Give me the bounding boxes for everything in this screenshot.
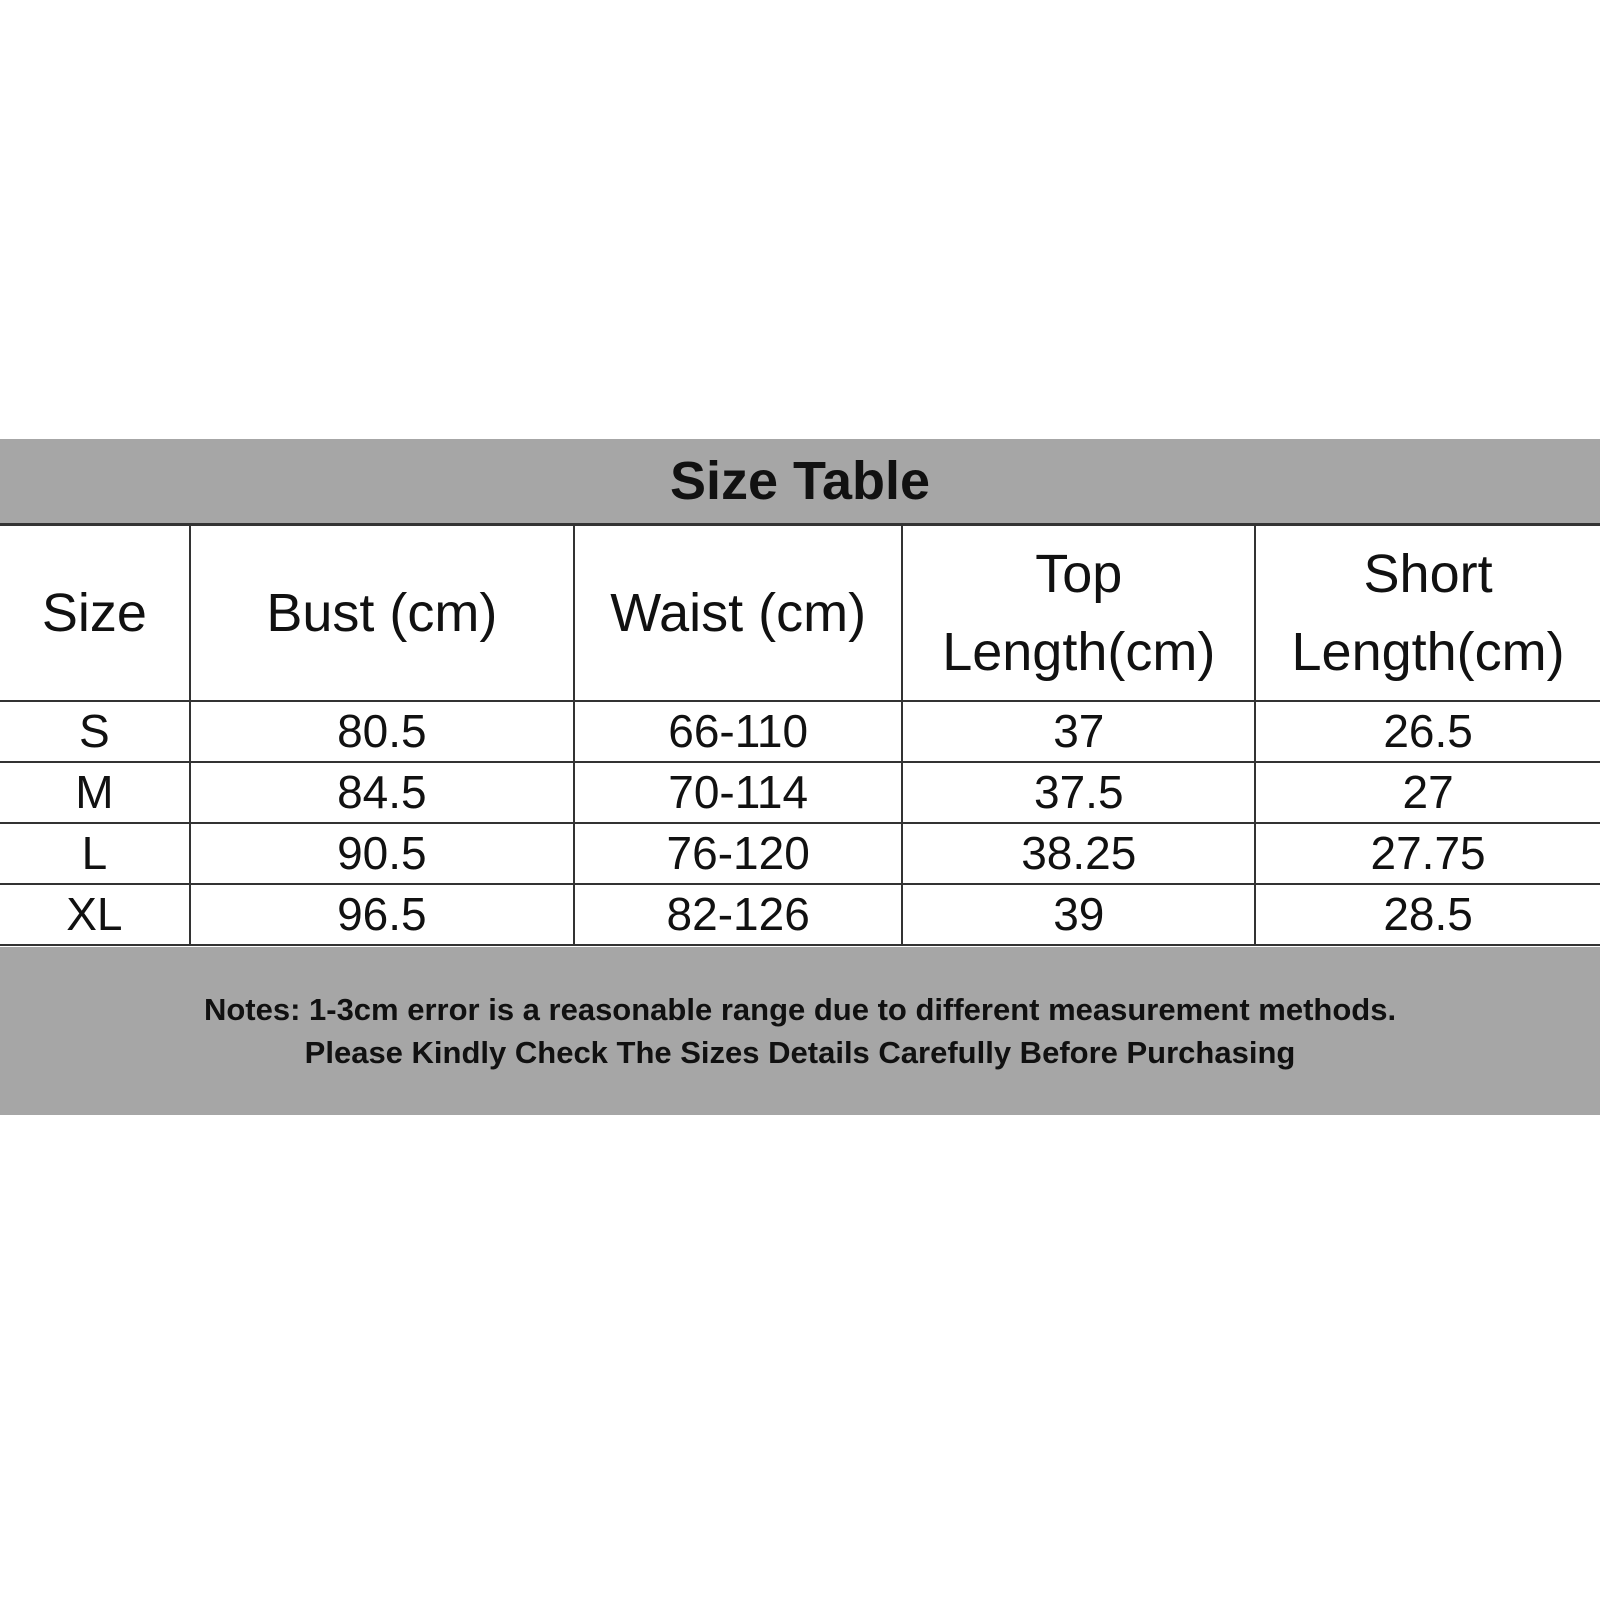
header-waist: Waist (cm) [572,524,904,702]
table-cell: 26.5 [1254,700,1600,763]
table-cell: L [0,822,191,885]
note-line: Please Kindly Check The Sizes Details Ca… [304,1035,1296,1070]
table-cell: 90.5 [188,822,575,885]
table-cell: 38.25 [901,822,1257,885]
header-size: Size [0,524,191,702]
table-cell: 37 [901,700,1257,763]
table-cell: 96.5 [188,883,575,946]
table-row: L 90.5 76-120 38.25 27.75 [0,822,1600,885]
header-row: Size Bust (cm) Waist (cm) Top Length(cm) … [0,524,1600,702]
table-cell: XL [0,883,191,946]
table-cell: 27.75 [1254,822,1600,885]
table-cell: M [0,761,191,824]
table-cell: 37.5 [901,761,1257,824]
table-cell: 80.5 [188,700,575,763]
header-short-length: Short Length(cm) [1254,524,1600,702]
table-row: M 84.5 70-114 37.5 27 [0,761,1600,824]
table-cell: 66-110 [572,700,904,763]
table-cell: S [0,700,191,763]
header-bust: Bust (cm) [188,524,575,702]
table-cell: 70-114 [572,761,904,824]
header-top-length: Top Length(cm) [901,524,1257,702]
table-title: Size Table [669,451,931,511]
size-table: Size Bust (cm) Waist (cm) Top Length(cm) … [0,524,1600,946]
title-band: Size Table [0,439,1600,526]
table-cell: 82-126 [572,883,904,946]
notes-band: Notes: 1-3cm error is a reasonable range… [0,947,1600,1115]
table-cell: 28.5 [1254,883,1600,946]
table-cell: 39 [901,883,1257,946]
table-row: XL 96.5 82-126 39 28.5 [0,883,1600,946]
table-cell: 27 [1254,761,1600,824]
table-cell: 76-120 [572,822,904,885]
table-row: S 80.5 66-110 37 26.5 [0,700,1600,763]
table-cell: 84.5 [188,761,575,824]
note-line: Notes: 1-3cm error is a reasonable range… [203,991,1397,1027]
